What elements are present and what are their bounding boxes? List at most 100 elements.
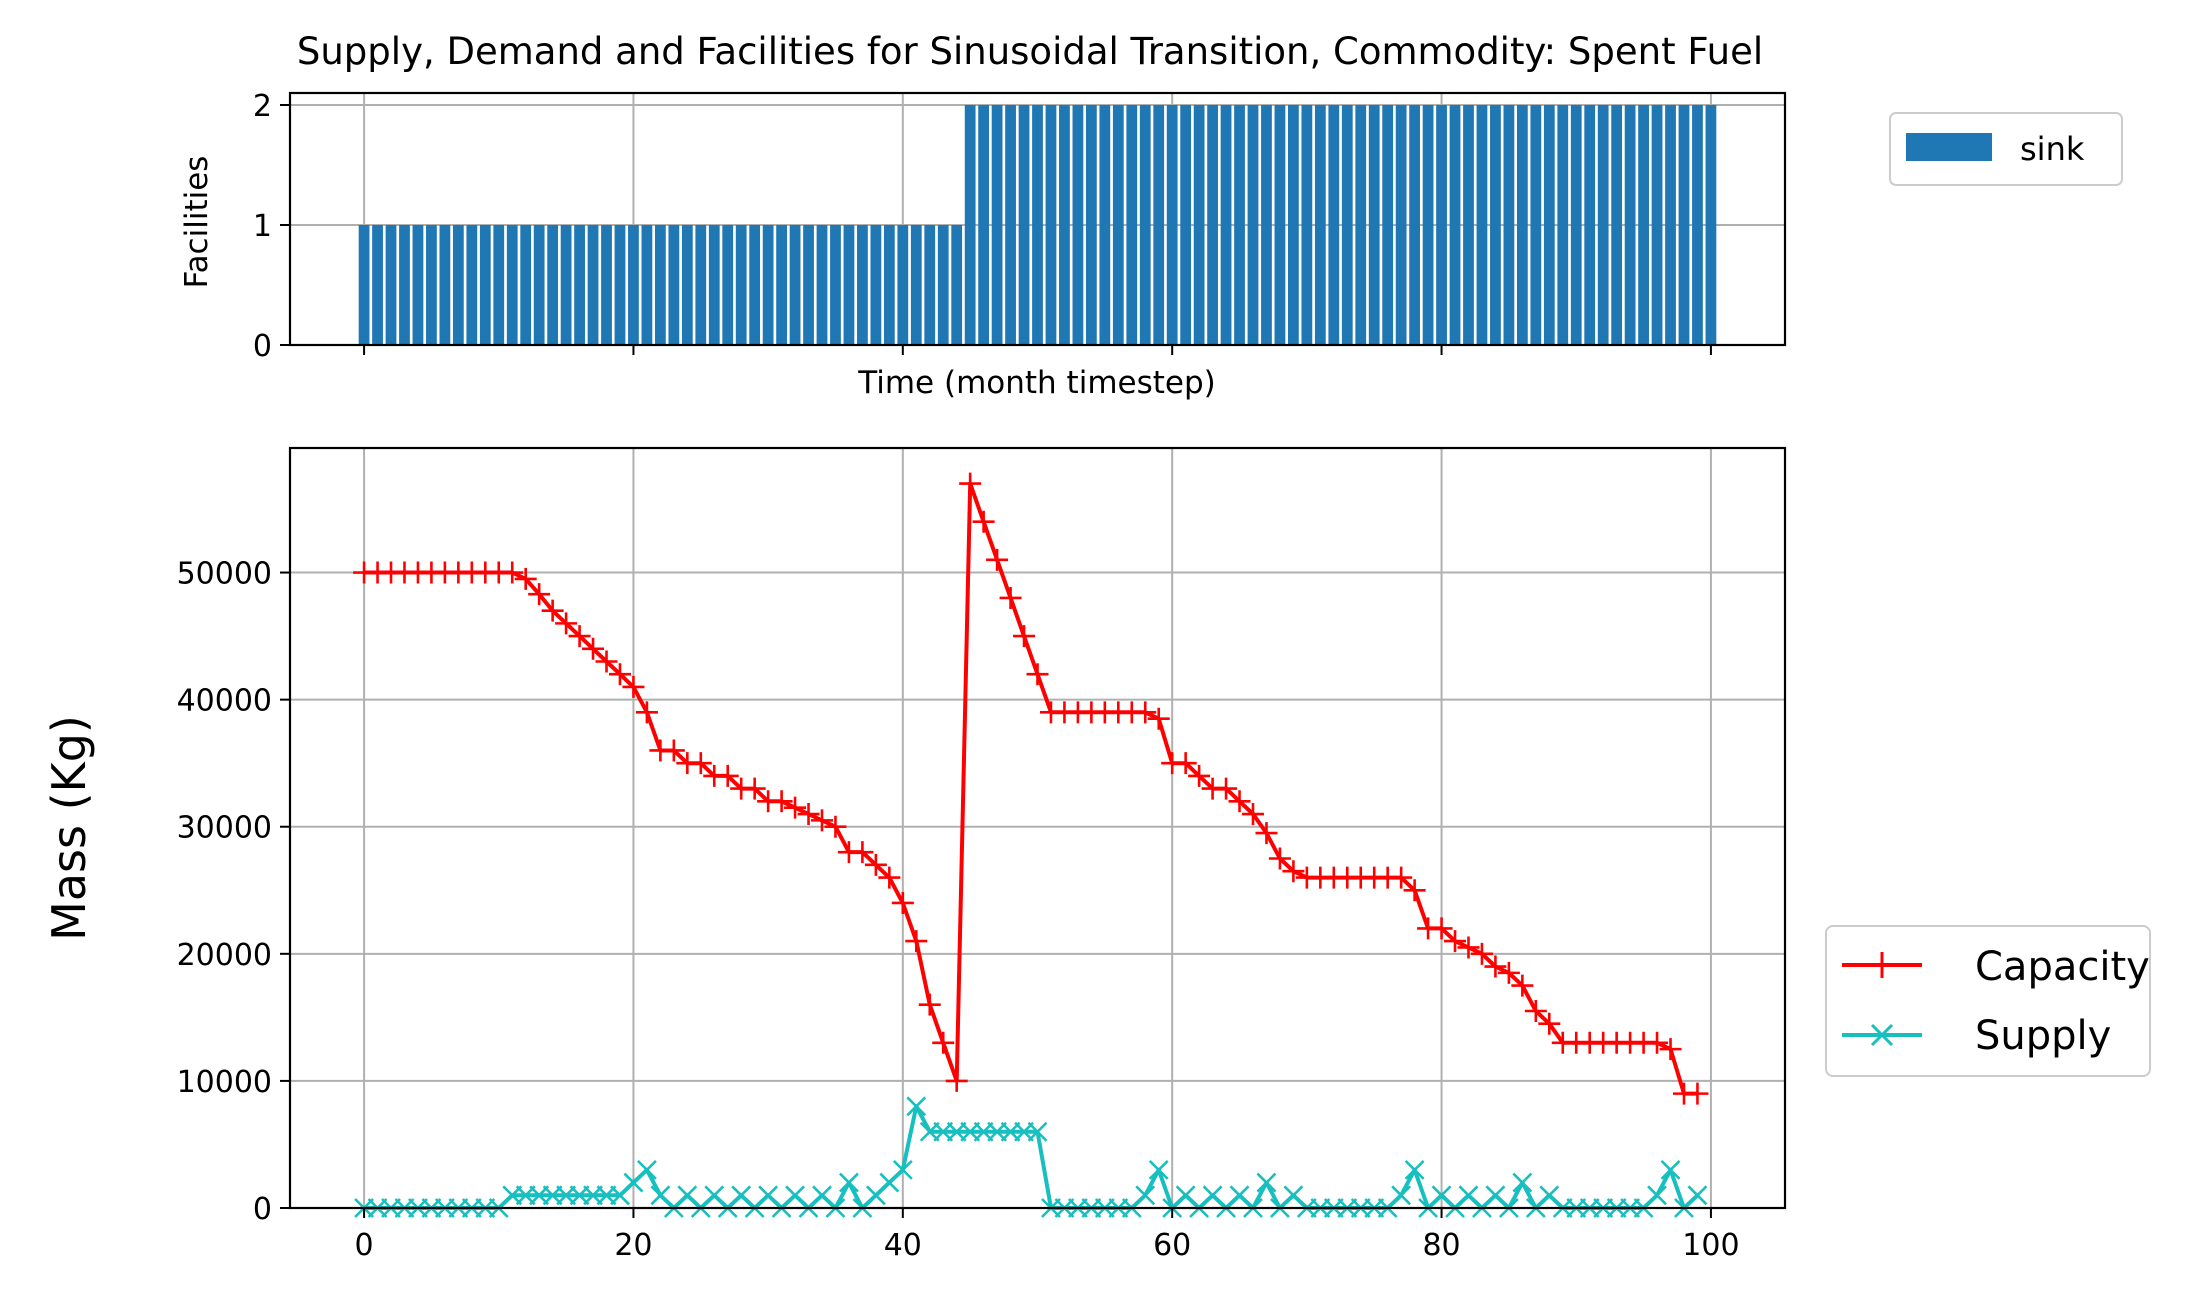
sink-bar	[762, 225, 774, 345]
supply-marker	[1660, 1159, 1681, 1180]
sink-bar	[816, 225, 828, 345]
top-axes-frame	[288, 91, 1787, 347]
capacity-marker	[1470, 942, 1493, 965]
sink-bar	[1463, 105, 1474, 345]
sink-bar	[1516, 105, 1528, 345]
capacity-marker	[568, 625, 591, 648]
supply-marker	[636, 1159, 657, 1180]
sink-bar	[1436, 105, 1447, 345]
capacity-marker	[743, 777, 766, 800]
sink-bar	[1705, 105, 1717, 345]
sink-bar	[708, 225, 720, 345]
supply-marker	[1256, 1172, 1277, 1193]
sink-bar	[1018, 105, 1030, 345]
sink-bar	[426, 225, 437, 345]
sink-bar	[372, 225, 383, 345]
capacity-marker	[1444, 930, 1467, 953]
capacity-marker	[972, 510, 995, 533]
sink-bar	[1301, 105, 1313, 345]
top-panel: 0 1 2 Time (month timestep) Facilities	[179, 89, 1787, 401]
sink-bar	[695, 225, 707, 345]
sink-bar	[1247, 105, 1259, 345]
sink-bar	[1382, 105, 1394, 345]
sink-bar	[1665, 105, 1676, 345]
sink-bar	[412, 225, 424, 345]
capacity-line	[364, 481, 1698, 1096]
sink-bar	[1099, 105, 1111, 345]
sink-bar	[574, 225, 585, 345]
sink-bar	[1584, 105, 1596, 345]
sink-bar	[1220, 105, 1232, 345]
sink-bar	[1207, 105, 1218, 345]
sink-bar	[1530, 105, 1542, 345]
supply-marker	[1687, 1185, 1708, 1206]
sink-bar	[1355, 105, 1367, 345]
sink-bar	[547, 225, 559, 345]
capacity-marker	[811, 809, 834, 832]
supply-marker	[906, 1096, 927, 1117]
bottom-x-tick-label: 100	[1682, 1228, 1739, 1263]
capacity-marker	[959, 472, 982, 495]
sink-bar	[924, 225, 936, 345]
bottom-y-tick-label: 20000	[177, 938, 272, 973]
sink-bar	[830, 225, 841, 345]
sink-bar	[1503, 105, 1515, 345]
legend-label-capacity: Capacity	[1975, 944, 2150, 990]
top-legend-label-sink: sink	[2020, 130, 2085, 168]
sink-bar	[1045, 105, 1057, 345]
sink-bar	[1543, 105, 1555, 345]
bottom-x-tick-label: 40	[884, 1228, 922, 1263]
sink-bar	[1072, 105, 1084, 345]
supply-series	[354, 1096, 1708, 1218]
sink-bar	[1409, 105, 1421, 345]
bottom-y-tick-label: 10000	[177, 1065, 272, 1100]
top-y-ticks: 0 1 2	[253, 89, 290, 364]
sink-bar	[1557, 105, 1569, 345]
capacity-marker	[1646, 1031, 1669, 1054]
bottom-series	[353, 472, 1709, 1218]
bottom-x-tick-label: 20	[614, 1228, 652, 1263]
sink-bar	[385, 225, 397, 345]
sink-bar	[1180, 105, 1192, 345]
capacity-marker	[528, 583, 551, 606]
sink-bar	[1638, 105, 1649, 345]
bottom-x-tick-label: 80	[1422, 1228, 1460, 1263]
top-x-ticks	[363, 345, 1712, 355]
sink-bar	[722, 225, 734, 345]
bottom-y-tick-label: 0	[253, 1192, 272, 1227]
capacity-marker	[622, 675, 645, 698]
capacity-marker	[999, 586, 1022, 609]
capacity-marker	[932, 1031, 955, 1054]
bottom-y-tick-label: 30000	[177, 811, 272, 846]
sink-bar	[1490, 105, 1501, 345]
sink-bar	[978, 105, 990, 345]
sink-bar	[1678, 105, 1690, 345]
bottom-x-tick-label: 60	[1153, 1228, 1191, 1263]
supply-marker	[1148, 1159, 1169, 1180]
capacity-marker	[1659, 1038, 1682, 1061]
capacity-marker	[635, 701, 658, 724]
top-y-axis-label: Facilities	[179, 156, 215, 289]
sink-bar	[452, 225, 464, 345]
supply-marker	[892, 1159, 913, 1180]
sink-bar	[1570, 105, 1582, 345]
capacity-marker	[1497, 961, 1520, 984]
sink-bar	[614, 225, 626, 345]
capacity-marker	[1390, 866, 1413, 889]
sink-bar	[506, 225, 518, 345]
sink-bar	[358, 225, 370, 345]
capacity-marker	[582, 637, 605, 660]
bottom-y-axis-label: Mass (Kg)	[42, 715, 96, 941]
capacity-marker	[1026, 663, 1049, 686]
sink-bar	[843, 225, 855, 345]
capacity-marker	[1174, 752, 1197, 775]
sink-bar	[479, 225, 491, 345]
capacity-marker	[851, 841, 874, 864]
capacity-marker	[1188, 764, 1211, 787]
capacity-marker	[716, 764, 739, 787]
sink-bar	[1139, 105, 1151, 345]
capacity-marker	[824, 815, 847, 838]
sink-bar	[883, 225, 895, 345]
sink-bar	[1005, 105, 1016, 345]
capacity-marker	[905, 930, 928, 953]
